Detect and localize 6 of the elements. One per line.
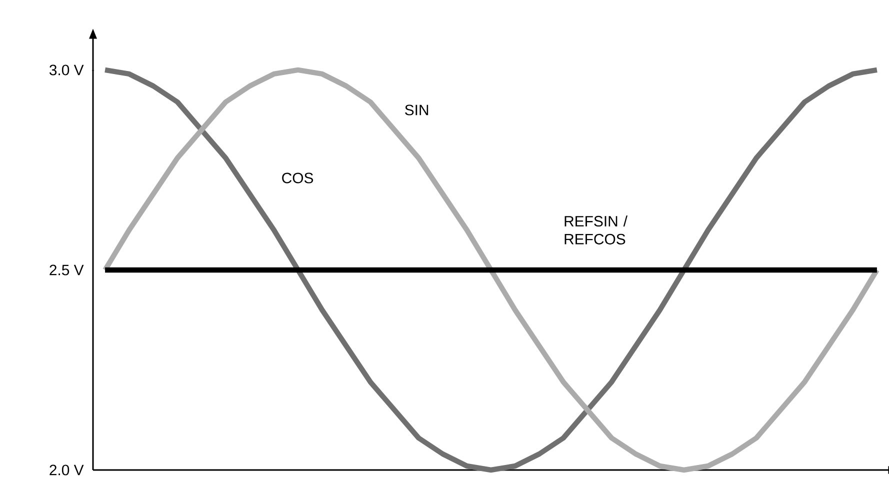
- text: COS: [282, 172, 314, 184]
- y-tick-label: 2.5 V: [50, 264, 84, 276]
- y-tick-label: 2.0 V: [50, 464, 84, 476]
- series-label: SIN: [405, 104, 428, 116]
- series-label: REFSIN / REFCOS: [564, 216, 628, 244]
- y-tick-label: 3.0 V: [49, 64, 84, 76]
